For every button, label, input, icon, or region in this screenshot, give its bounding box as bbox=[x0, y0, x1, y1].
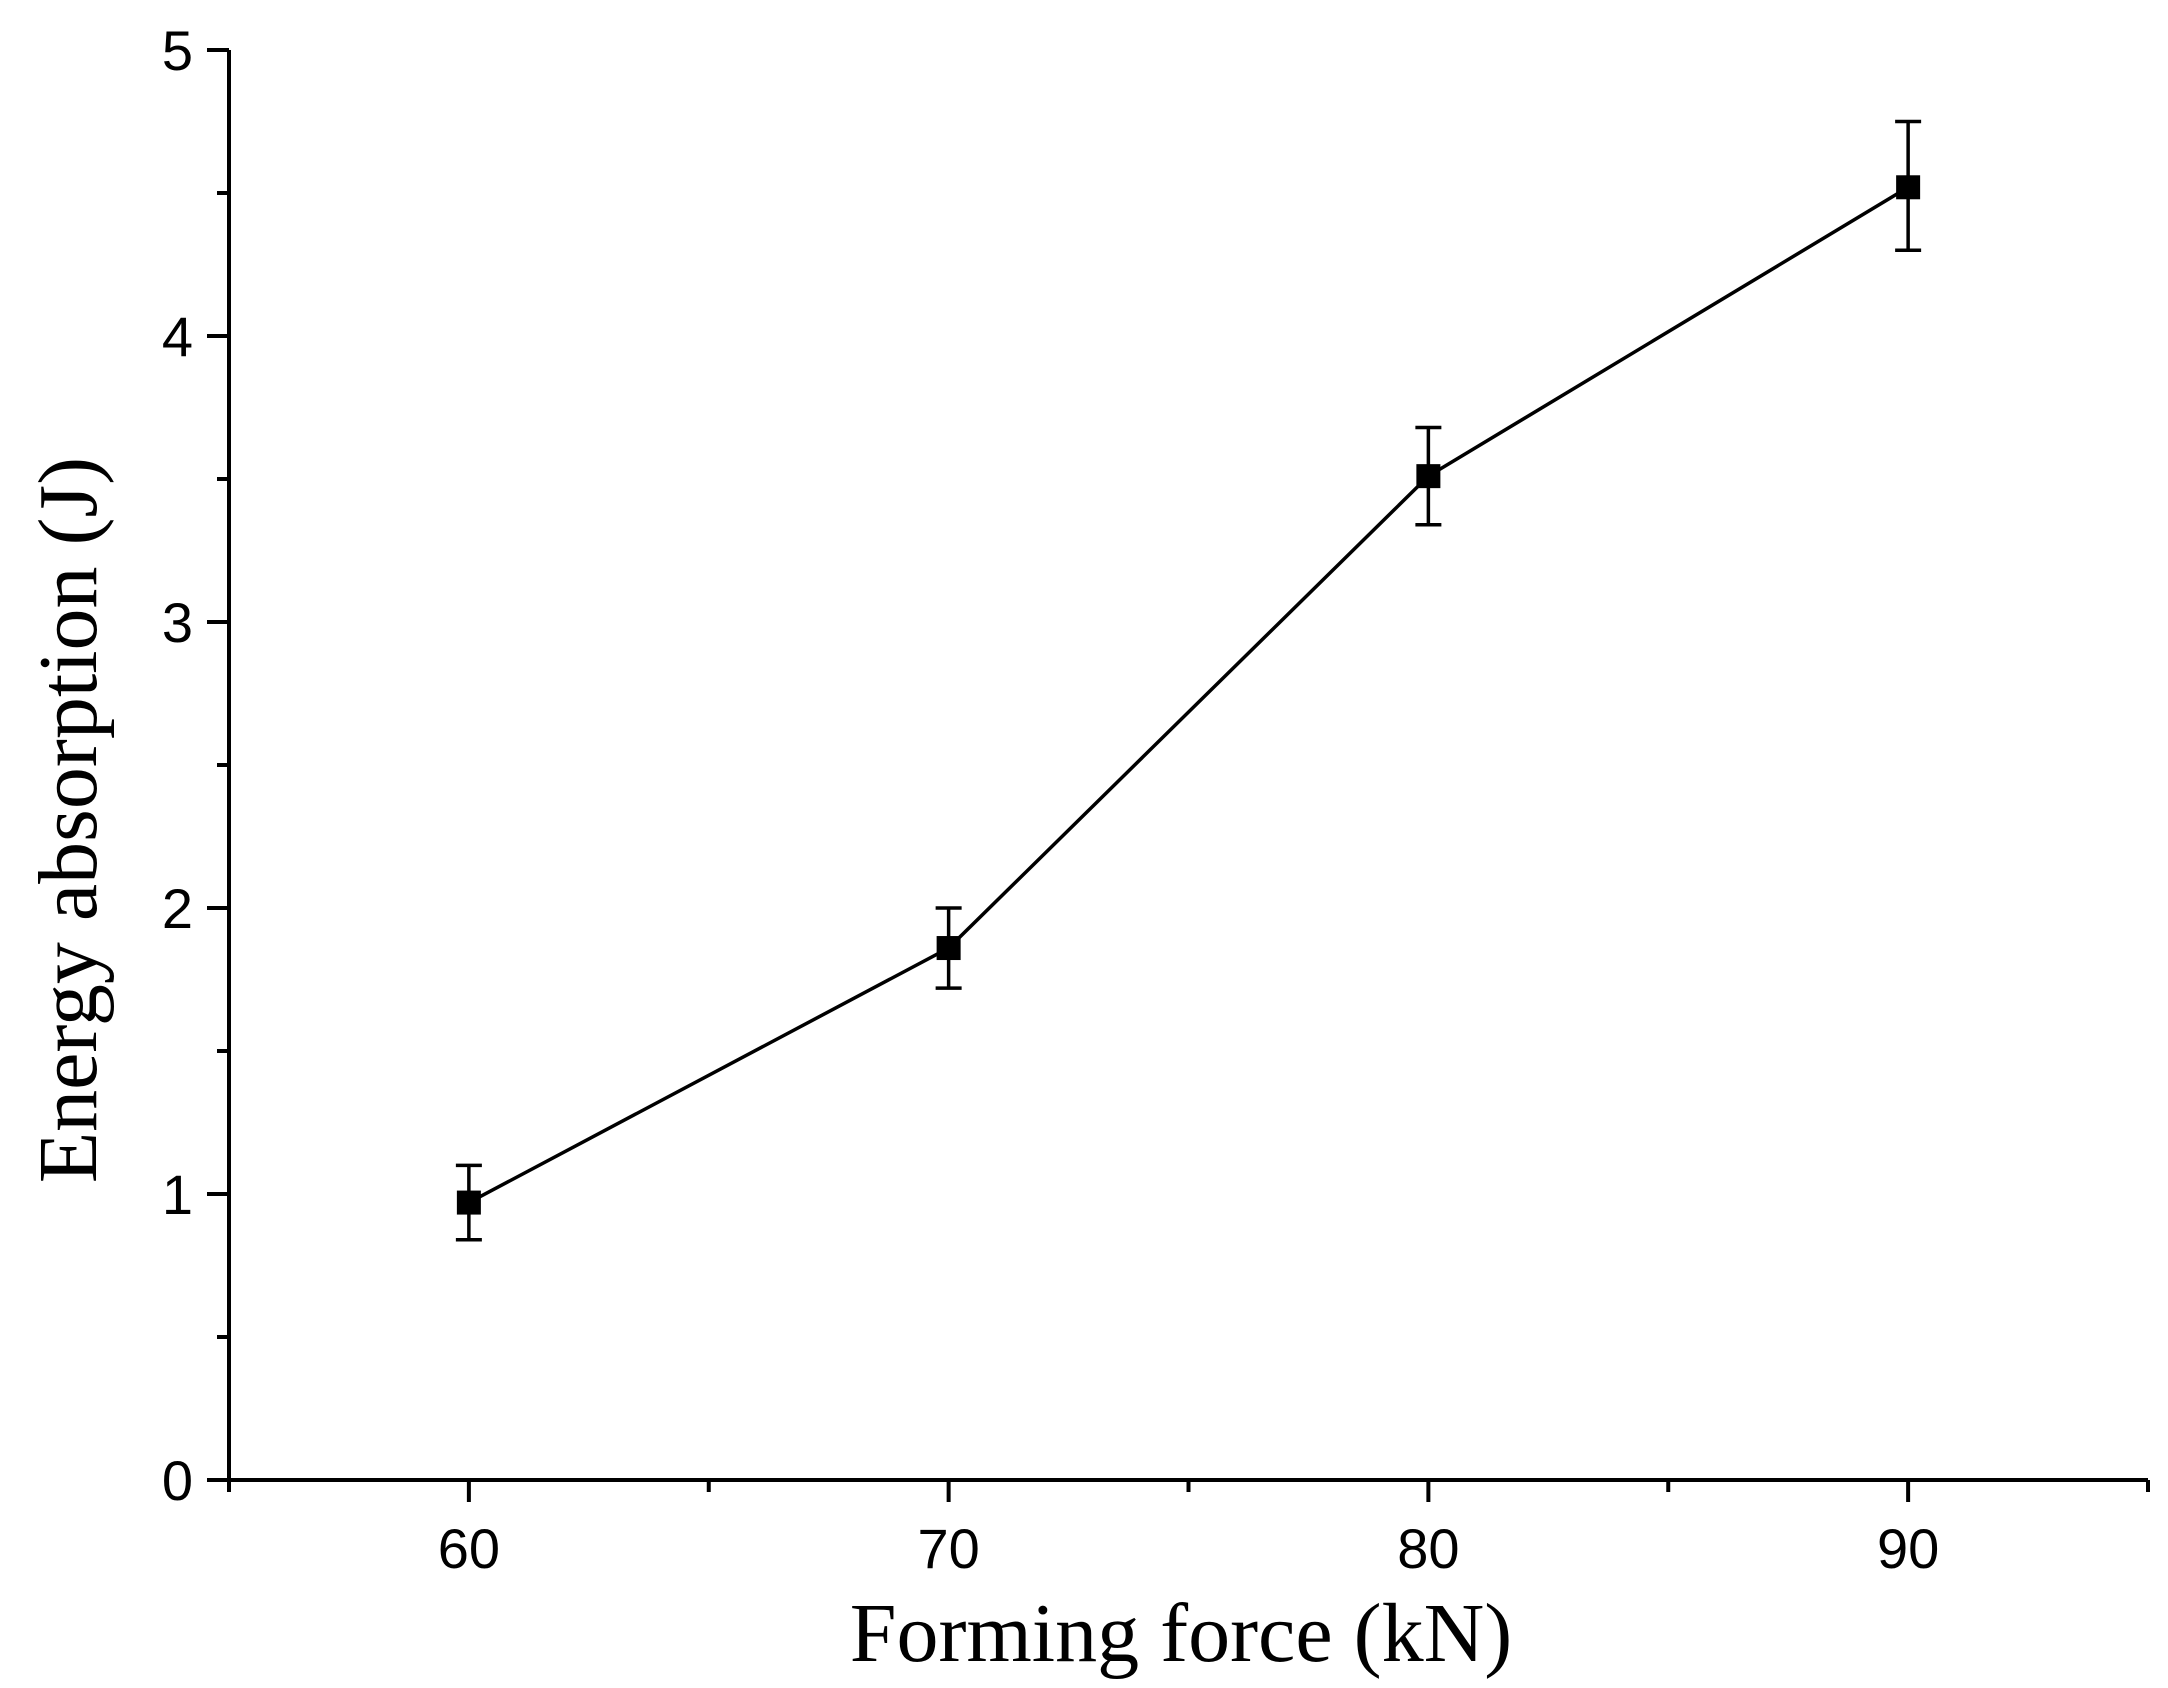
x-tick-label: 80 bbox=[1397, 1517, 1459, 1580]
axes bbox=[207, 48, 2150, 1502]
series-line bbox=[468, 185, 1910, 1205]
y-axis-title: Energy absorption (J) bbox=[22, 457, 115, 1183]
data-point-marker bbox=[936, 936, 961, 961]
data-point-marker bbox=[1896, 175, 1921, 200]
y-tick-label: 2 bbox=[162, 877, 193, 940]
tick-labels: 60 70 80 90 0 1 2 3 4 5 bbox=[162, 19, 1939, 1580]
x-axis-title: Forming force (kN) bbox=[850, 1587, 1512, 1680]
x-tick-label: 90 bbox=[1877, 1517, 1939, 1580]
series-layer bbox=[455, 119, 1922, 1242]
data-point-marker bbox=[1416, 464, 1441, 489]
y-tick-label: 5 bbox=[162, 19, 193, 82]
y-tick-label: 1 bbox=[162, 1163, 193, 1226]
y-tick-label: 3 bbox=[162, 591, 193, 654]
x-tick-label: 70 bbox=[917, 1517, 979, 1580]
x-tick-label: 60 bbox=[438, 1517, 500, 1580]
data-point-marker bbox=[456, 1190, 481, 1215]
y-tick-label: 4 bbox=[162, 305, 193, 368]
y-tick-label: 0 bbox=[162, 1449, 193, 1512]
